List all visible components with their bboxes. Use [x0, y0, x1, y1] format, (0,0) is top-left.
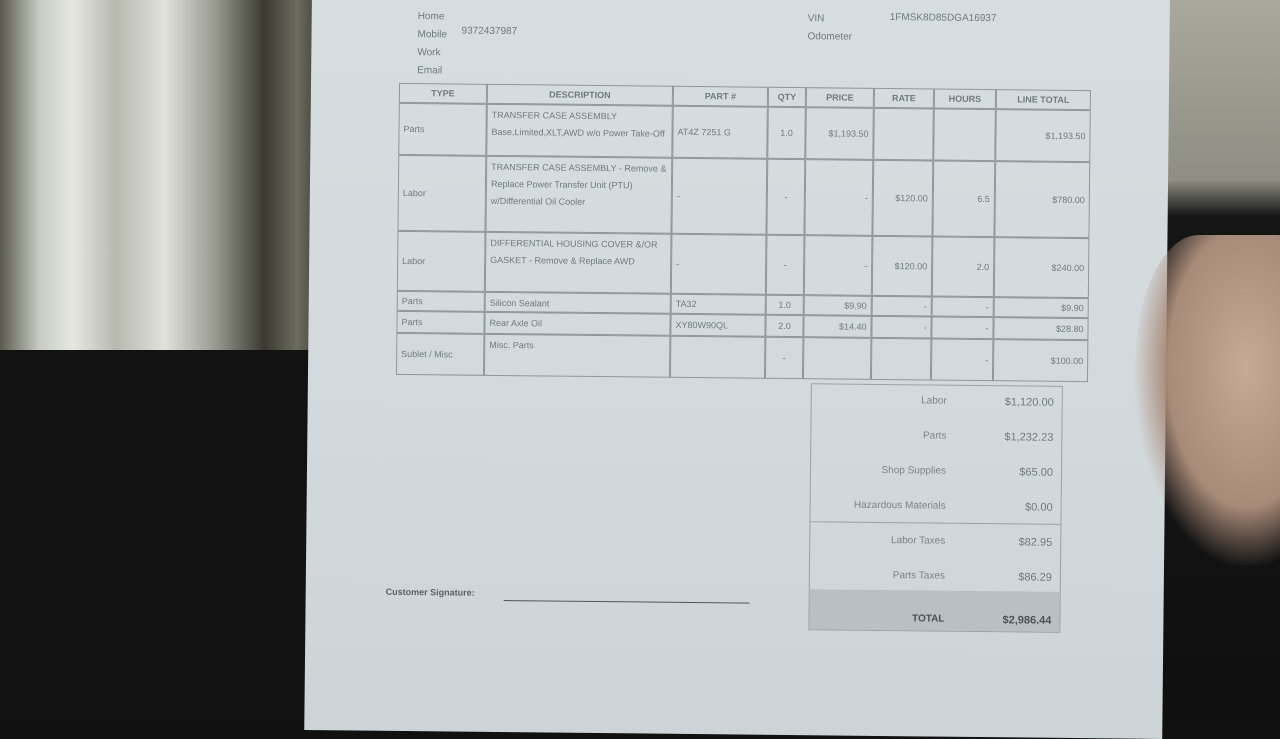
- table-cell-rate: -: [871, 295, 932, 317]
- totals-box: Labor $1,120.00 Parts $1,232.23 Shop Supplie…: [808, 383, 1063, 633]
- totals-value: $86.29: [1018, 571, 1052, 584]
- table-cell-part: -: [670, 233, 767, 295]
- column-header: RATE: [873, 87, 935, 109]
- table-cell-total: $1,193.50: [995, 109, 1091, 163]
- totals-value: $0.00: [1025, 501, 1053, 514]
- totals-value: $65.00: [1019, 466, 1054, 479]
- signature-label: Customer Signature:: [385, 586, 475, 598]
- table-cell-part: TA32: [670, 293, 766, 315]
- table-cell-qty: -: [765, 234, 805, 296]
- table-cell-price: -: [803, 235, 873, 296]
- hand: [1135, 235, 1280, 565]
- table-cell-hours: 6.5: [932, 160, 996, 238]
- table-cell-hours: [933, 108, 996, 162]
- table-cell-type: Parts: [398, 102, 487, 156]
- table-cell-hours: -: [931, 316, 994, 340]
- table-cell-description: Silicon Sealant: [484, 291, 671, 314]
- table-cell-total: $240.00: [993, 237, 1090, 299]
- totals-label: Labor Taxes: [890, 535, 946, 547]
- table-cell-hours: 2.0: [931, 236, 995, 298]
- table-cell-part: -: [671, 157, 768, 235]
- table-cell-hours: -: [931, 296, 994, 318]
- column-header: PRICE: [805, 87, 875, 108]
- table-cell-rate: $120.00: [871, 235, 933, 297]
- mobile-label: Mobile: [417, 29, 448, 41]
- totals-label: Labor: [921, 395, 947, 407]
- mobile-value: 9372437987: [461, 25, 518, 38]
- curtain-background: [0, 0, 330, 360]
- table-cell-type: Sublet / Misc: [395, 332, 485, 376]
- signature-line: [503, 600, 750, 604]
- column-header: DESCRIPTION: [486, 83, 674, 106]
- table-cell-qty: -: [766, 158, 806, 236]
- table-cell-description: DIFFERENTIAL HOUSING COVER &/OR GASKET -…: [484, 231, 672, 294]
- table-cell-part: XY80W90QL: [670, 313, 766, 337]
- vin-label: VIN: [807, 13, 825, 25]
- table-cell-total: $28.80: [993, 317, 1089, 341]
- table-cell-total: $780.00: [994, 161, 1091, 239]
- email-label: Email: [417, 65, 443, 77]
- home-label: Home: [417, 11, 445, 23]
- totals-label: Hazardous Materials: [853, 499, 946, 512]
- table-cell-total: $9.90: [993, 297, 1089, 319]
- column-header: HOURS: [933, 88, 996, 110]
- totals-label: Parts Taxes: [892, 570, 945, 582]
- table-cell-qty: 2.0: [765, 314, 804, 338]
- table-cell-rate: [870, 337, 932, 381]
- column-header: LINE TOTAL: [995, 89, 1091, 111]
- table-cell-price: -: [804, 159, 874, 236]
- totals-label: TOTAL: [911, 613, 945, 625]
- table-cell-type: Labor: [396, 230, 486, 292]
- table-cell-description: TRANSFER CASE ASSEMBLY Base,Limited,XLT,…: [486, 103, 673, 158]
- table-cell-type: Parts: [396, 290, 485, 312]
- table-cell-description: TRANSFER CASE ASSEMBLY - Remove & Replac…: [485, 155, 673, 234]
- table-cell-part: [669, 335, 766, 379]
- table-cell-qty: 1.0: [765, 294, 804, 316]
- table-cell-rate: [873, 107, 934, 161]
- table-cell-price: [802, 337, 872, 380]
- table-cell-type: Parts: [396, 310, 485, 334]
- table-cell-part: AT4Z 7251 G: [672, 105, 768, 159]
- table-cell-qty: -: [764, 336, 804, 380]
- totals-label: Parts: [922, 430, 947, 442]
- table-cell-rate: $120.00: [872, 159, 934, 237]
- totals-value: $1,120.00: [1004, 396, 1054, 409]
- table-cell-description: Misc. Parts: [483, 333, 671, 378]
- totals-value: $1,232.23: [1004, 431, 1054, 444]
- table-cell-description: Rear Axle Oil: [484, 311, 671, 336]
- table-cell-type: Labor: [397, 154, 487, 232]
- table-cell-qty: 1.0: [767, 106, 806, 160]
- column-header: QTY: [767, 86, 807, 108]
- table-cell-price: $14.40: [803, 315, 872, 338]
- totals-label: Shop Supplies: [881, 464, 947, 477]
- totals-value: $82.95: [1018, 536, 1053, 549]
- column-header: PART #: [672, 85, 769, 107]
- table-cell-total: $100.00: [992, 339, 1089, 383]
- dark-fabric-background: [0, 350, 330, 720]
- vin-value: 1FMSK8D85DGA16937: [889, 12, 997, 25]
- table-cell-price: $1,193.50: [805, 107, 874, 160]
- table-cell-rate: -: [871, 315, 932, 339]
- divider: [810, 521, 1061, 525]
- invoice-paper: Home Mobile 9372437987 Work Email VIN 1F…: [304, 0, 1170, 739]
- work-label: Work: [417, 47, 441, 59]
- odometer-label: Odometer: [807, 31, 853, 43]
- table-cell-price: $9.90: [803, 295, 872, 316]
- totals-value: $2,986.44: [1002, 614, 1052, 627]
- table-cell-hours: -: [930, 338, 994, 382]
- column-header: TYPE: [398, 82, 488, 104]
